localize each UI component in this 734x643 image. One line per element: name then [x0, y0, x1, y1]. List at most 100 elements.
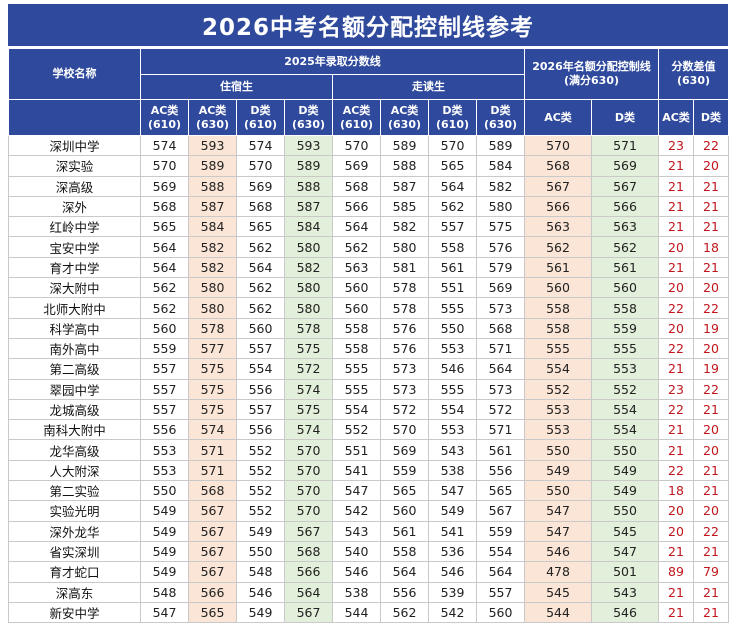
day-ac610-cell: 560 — [332, 297, 381, 319]
boarding-ac630-cell: 593 — [188, 134, 237, 157]
boarding-ac610-cell: 557 — [140, 398, 189, 421]
day-ac610-cell: 543 — [332, 520, 381, 542]
diff-d-cell: 18 — [693, 236, 729, 258]
boarding-ac610-cell: 547 — [140, 601, 189, 624]
boarding-ac610-cell: 559 — [140, 337, 189, 360]
boarding-ac630-cell: 571 — [188, 459, 237, 482]
boarding-d610-cell: 570 — [236, 155, 285, 177]
day-d610-cell: 553 — [428, 337, 477, 360]
table-row: 第二实验 550 568 552 570 547 565 547 565 550 549 18 21 — [8, 480, 729, 502]
day-ac630-cell: 565 — [380, 480, 429, 502]
control-ac-2026-cell: 553 — [524, 398, 592, 421]
boarding-ac610-cell: 548 — [140, 581, 189, 603]
day-d610-cell: 554 — [428, 398, 477, 421]
day-ac610-cell: 542 — [332, 500, 381, 522]
day-ac630-cell: 556 — [380, 581, 429, 603]
boarding-ac610-cell: 557 — [140, 358, 189, 380]
day-d610-cell: 546 — [428, 561, 477, 583]
school-name-cell: 育才蛇口 — [8, 561, 141, 583]
boarding-ac630-cell: 584 — [188, 216, 237, 238]
control-d-2026-cell: 563 — [591, 216, 659, 238]
control-d-2026-cell: 569 — [591, 155, 659, 177]
day-ac610-cell: 540 — [332, 540, 381, 563]
subheader-5: AC类 (630) — [380, 99, 429, 136]
control-ac-2026-cell: 561 — [524, 256, 592, 279]
boarding-ac610-cell: 560 — [140, 317, 189, 339]
boarding-ac630-cell: 575 — [188, 378, 237, 400]
diff-d-cell: 21 — [693, 398, 729, 421]
diff-d-cell: 21 — [693, 175, 729, 197]
subheader-fullmark: (630) — [291, 117, 326, 131]
day-d610-cell: 555 — [428, 378, 477, 400]
day-ac610-cell: 555 — [332, 358, 381, 380]
boarding-d610-cell: 574 — [236, 134, 285, 157]
diff-d-cell: 20 — [693, 500, 729, 522]
day-d630-cell: 575 — [476, 216, 525, 238]
diff-ac-cell: 21 — [658, 419, 694, 441]
school-name-cell: 新安中学 — [8, 601, 141, 624]
boarding-d630-cell: 578 — [284, 317, 333, 339]
school-name-cell: 深大附中 — [8, 277, 141, 299]
day-d630-cell: 582 — [476, 175, 525, 197]
table-row: 南科大附中 556 574 556 574 552 570 553 571 553 554 21 20 — [8, 419, 729, 441]
boarding-d630-cell: 580 — [284, 236, 333, 258]
subheader-ac-2026: AC类 — [524, 99, 592, 136]
day-ac630-cell: 585 — [380, 195, 429, 218]
day-d610-cell: 549 — [428, 500, 477, 522]
boarding-ac630-cell: 582 — [188, 256, 237, 279]
boarding-d630-cell: 574 — [284, 419, 333, 441]
boarding-d610-cell: 565 — [236, 216, 285, 238]
boarding-d630-cell: 567 — [284, 601, 333, 624]
school-name-cell: 深圳中学 — [8, 134, 141, 157]
diff-ac-cell: 23 — [658, 134, 694, 157]
day-d630-cell: 567 — [476, 500, 525, 522]
boarding-ac610-cell: 570 — [140, 155, 189, 177]
day-d630-cell: 560 — [476, 601, 525, 624]
table-row: 省实深圳 549 567 550 568 540 558 536 554 546 547 21 21 — [8, 540, 729, 563]
boarding-d630-cell: 570 — [284, 500, 333, 522]
table-row: 南外高中 559 577 557 575 558 576 553 571 555 555 22 20 — [8, 337, 729, 360]
control-ac-2026-cell: 544 — [524, 601, 592, 624]
boarding-d610-cell: 548 — [236, 561, 285, 583]
control-d-2026-cell: 566 — [591, 195, 659, 218]
day-d610-cell: 543 — [428, 439, 477, 461]
subheader-fullmark: (630) — [387, 117, 422, 131]
boarding-ac630-cell: 580 — [188, 297, 237, 319]
day-d610-cell: 570 — [428, 134, 477, 157]
boarding-d630-cell: 584 — [284, 216, 333, 238]
control-d-2026-cell: 553 — [591, 358, 659, 380]
day-d610-cell: 536 — [428, 540, 477, 563]
control-d-2026-cell: 554 — [591, 398, 659, 421]
scores-2025-header: 2025年录取分数线 — [140, 48, 525, 75]
boarding-d630-cell: 588 — [284, 175, 333, 197]
diff-ac-cell: 21 — [658, 601, 694, 624]
control-ac-2026-cell: 550 — [524, 480, 592, 502]
boarding-ac630-cell: 582 — [188, 236, 237, 258]
control-ac-2026-cell: 562 — [524, 236, 592, 258]
control-d-2026-cell: 558 — [591, 297, 659, 319]
boarding-d610-cell: 554 — [236, 358, 285, 380]
boarding-d630-cell: 587 — [284, 195, 333, 218]
control-ac-2026-cell: 552 — [524, 378, 592, 400]
day-d630-cell: 573 — [476, 378, 525, 400]
day-d630-cell: 573 — [476, 297, 525, 319]
table-row: 龙华高级 553 571 552 570 551 569 543 561 550 550 21 20 — [8, 439, 729, 461]
diff-d-cell: 19 — [693, 358, 729, 380]
control-d-2026-cell: 571 — [591, 134, 659, 157]
subheader-0: AC类 (610) — [140, 99, 189, 136]
control-d-2026-cell: 562 — [591, 236, 659, 258]
control-line-2026-header: 2026年名额分配控制线 (满分630) — [524, 48, 659, 100]
day-ac630-cell: 581 — [380, 256, 429, 279]
score-table: 学校名称 2025年录取分数线 2026年名额分配控制线 (满分630) 分数差… — [8, 48, 729, 624]
day-ac630-cell: 588 — [380, 155, 429, 177]
page-title: 2026中考名额分配控制线参考 — [8, 4, 728, 46]
table-row: 深大附中 562 580 562 580 560 578 551 569 560 560 20 20 — [8, 277, 729, 299]
diff-ac-cell: 20 — [658, 277, 694, 299]
control-d-2026-cell: 546 — [591, 601, 659, 624]
subheader-fullmark: (610) — [243, 117, 278, 131]
day-ac630-cell: 582 — [380, 216, 429, 238]
subheader-type: AC类 — [390, 103, 419, 117]
control-ac-2026-cell: 550 — [524, 439, 592, 461]
control-d-2026-cell: 555 — [591, 337, 659, 360]
day-ac610-cell: 558 — [332, 337, 381, 360]
